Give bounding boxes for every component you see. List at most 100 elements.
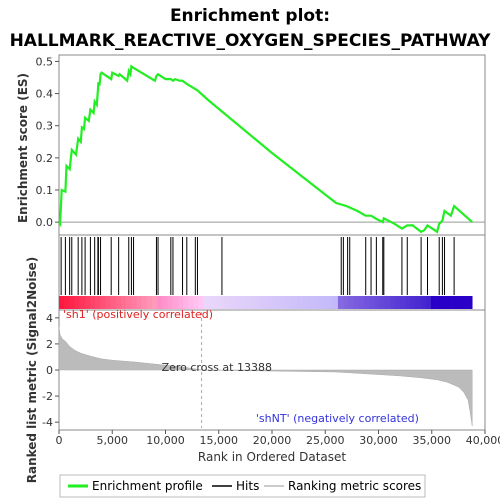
- color-bar-segment: [446, 296, 452, 309]
- metric-axis-title: Ranked list metric (Signal2Noise): [25, 257, 39, 484]
- color-bar-segment: [59, 296, 65, 309]
- color-bar-segment: [425, 296, 432, 309]
- color-bar-segment: [224, 296, 230, 309]
- legend-label: Ranking metric scores: [288, 479, 421, 493]
- color-bar-segment: [131, 296, 137, 309]
- es-ytick-label: 0.3: [36, 120, 54, 133]
- es-ytick-label: 0.5: [36, 55, 54, 68]
- metric-ytick-label: 4: [46, 312, 53, 325]
- x-tick-label: 0: [56, 434, 63, 447]
- legend: Enrichment profile Hits Ranking metric sco…: [59, 474, 426, 498]
- metric-ytick-label: 0: [46, 364, 53, 377]
- color-bar-segment: [399, 296, 406, 309]
- color-bar-segment: [136, 296, 142, 309]
- es-ytick-label: 0.0: [36, 216, 54, 229]
- color-bar-segment: [420, 296, 427, 309]
- es-ytick-label: 0.2: [36, 152, 54, 165]
- color-bar-segment: [79, 296, 86, 309]
- color-bar-segment: [239, 296, 246, 309]
- color-bar-segment: [281, 296, 287, 309]
- color-bar-segment: [312, 296, 318, 309]
- color-bar-segment: [405, 296, 411, 309]
- es-ytick-label: 0.1: [36, 184, 54, 197]
- x-tick-label: 25,000: [306, 434, 345, 447]
- color-bar-segment: [95, 296, 101, 309]
- chart-title-line1: Enrichment plot:: [170, 6, 330, 26]
- color-bar-segment: [162, 296, 168, 309]
- color-bar-segment: [332, 296, 339, 309]
- color-bar-segment: [105, 296, 111, 309]
- x-tick-label: 5,000: [97, 434, 129, 447]
- metric-ytick-label: 2: [46, 338, 53, 351]
- x-axis-title: Rank in Ordered Dataset: [198, 450, 346, 464]
- es-axis-title: Enrichment score (ES): [16, 73, 30, 223]
- color-bar-segment: [441, 296, 447, 309]
- x-axis: 0 5,000 10,000 15,000 20,000 25,000 30,000 35,0…: [56, 430, 500, 447]
- enrichment-profile-group: [58, 64, 473, 234]
- color-bar-segment: [110, 296, 117, 309]
- color-bar-segment: [64, 296, 70, 309]
- color-bar-segment: [467, 296, 473, 309]
- color-bar-segment: [265, 296, 272, 309]
- color-bar-segment: [322, 296, 328, 309]
- ranking-metric-area: [58, 326, 473, 427]
- color-bar-segment: [374, 296, 380, 309]
- color-bar-segment: [327, 296, 334, 309]
- color-bar-segment: [126, 296, 132, 309]
- rank-color-bar: [59, 296, 473, 309]
- es-axis: 0.0 0.1 0.2 0.3 0.4 0.5: [36, 55, 485, 229]
- color-bar-segment: [394, 296, 401, 309]
- x-tick-label: 35,000: [413, 434, 452, 447]
- color-bar-segment: [301, 296, 308, 309]
- color-bar-segment: [337, 296, 344, 309]
- color-bar-segment: [177, 296, 184, 309]
- color-bar-segment: [89, 296, 96, 309]
- color-bar-segment: [74, 296, 80, 309]
- hits-group: [60, 237, 455, 295]
- color-bar-segment: [157, 296, 163, 309]
- color-bar-segment: [384, 296, 390, 309]
- color-bar-segment: [120, 296, 127, 309]
- color-bar-segment: [84, 296, 91, 309]
- x-tick-label: 30,000: [359, 434, 398, 447]
- color-bar-segment: [213, 296, 220, 309]
- color-bar-segment: [430, 296, 437, 309]
- color-bar-segment: [343, 296, 349, 309]
- es-panel-frame: [58, 54, 486, 236]
- color-bar-segment: [208, 296, 215, 309]
- color-bar-segment: [296, 296, 303, 309]
- color-bar-segment: [291, 296, 297, 309]
- color-bar-segment: [115, 296, 122, 309]
- color-bar-segment: [368, 296, 375, 309]
- legend-label: Hits: [236, 479, 259, 493]
- color-bar-segment: [198, 296, 204, 309]
- metric-ytick-label: -4: [42, 416, 53, 429]
- color-bar-segment: [306, 296, 313, 309]
- color-bar-segment: [363, 296, 370, 309]
- color-bar-segment: [389, 296, 396, 309]
- ranking-metric-group: [58, 326, 473, 427]
- color-bar-segment: [451, 296, 458, 309]
- color-bar-segment: [69, 296, 75, 309]
- zero-cross-label: Zero cross at 13388: [162, 361, 272, 374]
- color-bar-segment: [348, 296, 354, 309]
- color-bar-segment: [461, 296, 468, 309]
- metric-axis: -4 -2 0 2 4: [42, 312, 59, 429]
- color-bar-segment: [182, 296, 189, 309]
- color-bar-segment: [250, 296, 256, 309]
- x-tick-label: 20,000: [253, 434, 292, 447]
- x-tick-label: 15,000: [200, 434, 239, 447]
- color-bar-segment: [229, 296, 235, 309]
- color-bar-segment: [141, 296, 148, 309]
- color-bar-segment: [172, 296, 179, 309]
- color-bar-segment: [379, 296, 385, 309]
- color-bar-segment: [270, 296, 277, 309]
- legend-box: [59, 474, 426, 498]
- color-bar-segment: [219, 296, 225, 309]
- color-bar-segment: [193, 296, 199, 309]
- negative-correlation-label: 'shNT' (negatively correlated): [256, 412, 419, 425]
- color-bar-segment: [167, 296, 173, 309]
- color-bar-segment: [234, 296, 241, 309]
- chart-title-line2: HALLMARK_REACTIVE_OXYGEN_SPECIES_PATHWAY: [10, 31, 492, 51]
